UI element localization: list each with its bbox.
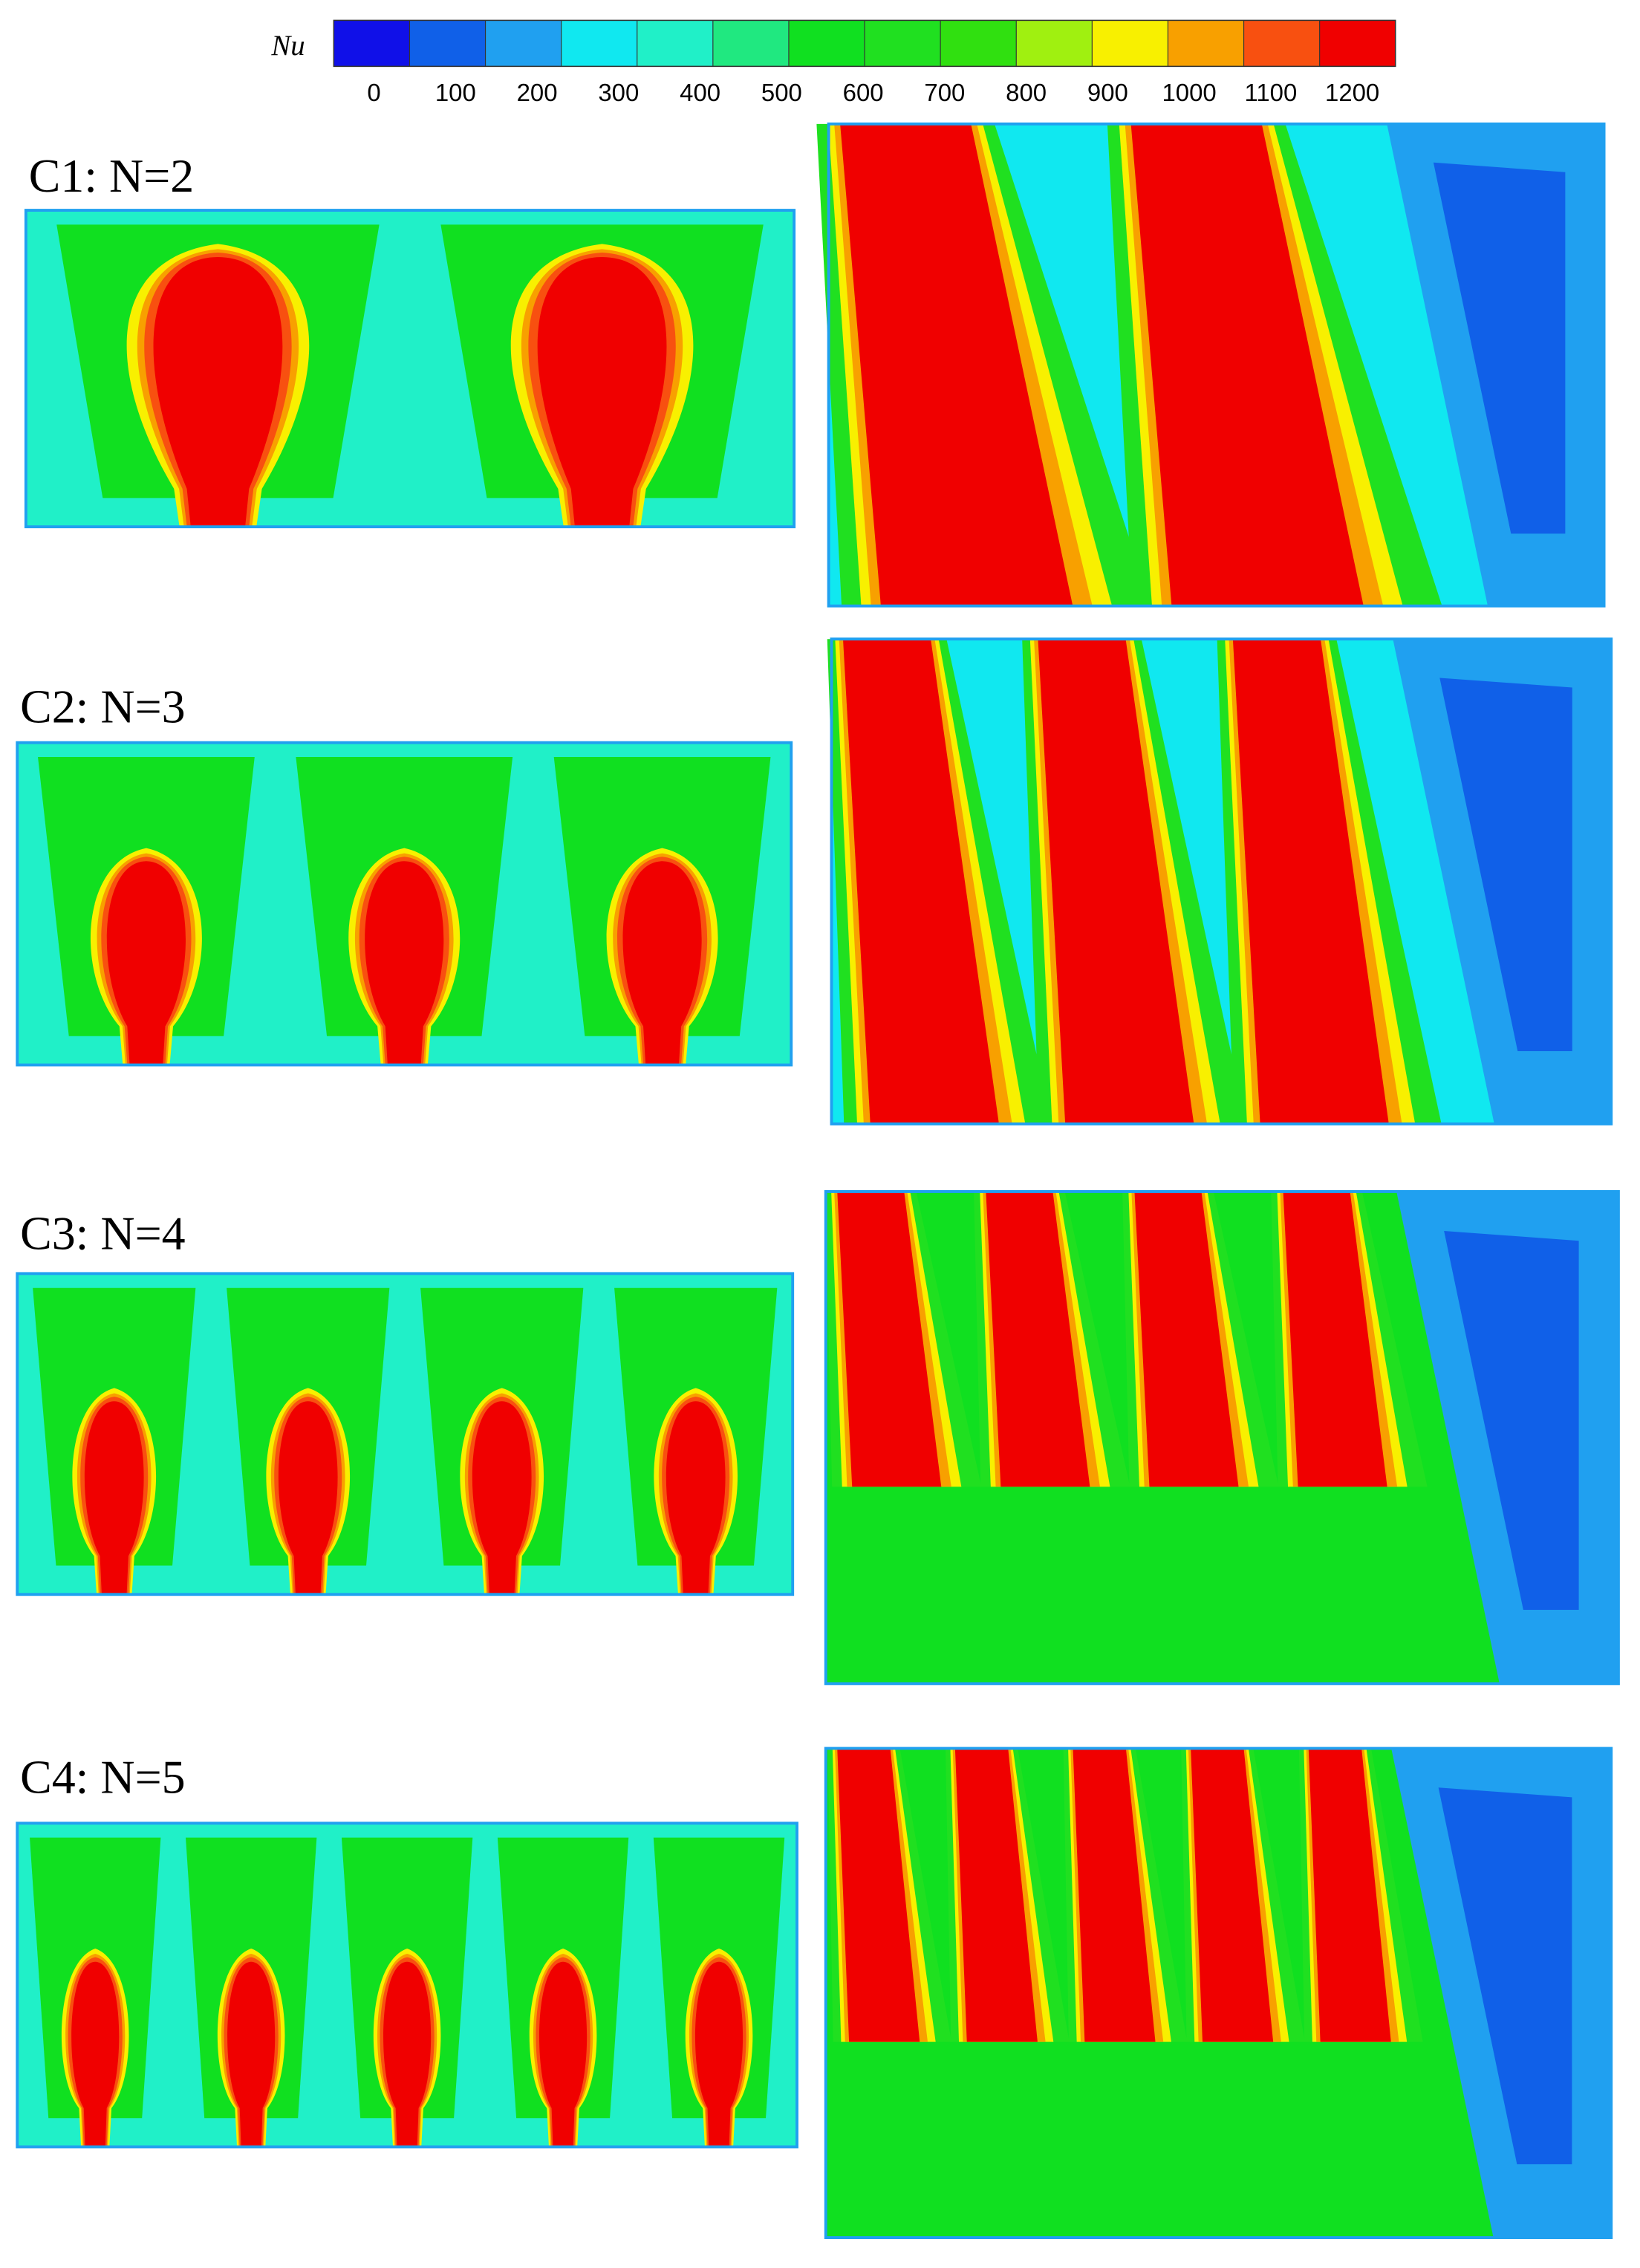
plume [84, 1401, 144, 1595]
colorbar-tick-label: 600 [843, 79, 884, 106]
plume [1283, 1191, 1387, 1487]
plume [1191, 1748, 1274, 2042]
colorbar-tick-label: 1100 [1244, 79, 1297, 106]
colorbar-tick-label: 200 [517, 79, 558, 106]
colorbar-tick-label: 500 [761, 79, 802, 106]
plot-frame [824, 1747, 1613, 2239]
colorbar-segment [333, 20, 411, 67]
plot-frame [16, 1822, 798, 2148]
colorbar-segment [561, 20, 638, 67]
colorbar-segment [1016, 20, 1093, 67]
plume [1232, 639, 1389, 1124]
contour-plot-left [24, 209, 796, 529]
contour-plot-left [16, 741, 793, 1067]
plume [383, 1961, 432, 2148]
plot-frame [824, 1190, 1620, 1686]
plume [539, 1961, 588, 2148]
panel-label: C4: N=5 [20, 1751, 185, 1804]
contour-region [1438, 1787, 1572, 2165]
colorbar-segment [637, 20, 714, 67]
plume [1130, 123, 1364, 606]
colorbar-segment [712, 20, 790, 67]
plot-frame [830, 637, 1613, 1125]
colorbar-tick-label: 400 [680, 79, 720, 106]
plume [365, 861, 444, 1065]
plume [472, 1401, 532, 1595]
colorbar-tick-label: 100 [435, 79, 476, 106]
plume [842, 639, 999, 1124]
plume [1038, 639, 1194, 1124]
plot-frame [16, 1272, 795, 1596]
panels: C1: N=2 C2: N=3 C3: N=4 C4: N=5 [16, 122, 1620, 2239]
colorbar-frame [333, 19, 1396, 68]
colorbar-segment [865, 20, 941, 67]
contour-plot-left [16, 1822, 798, 2148]
colorbar-tick-label: 700 [924, 79, 965, 106]
colorbar-segment [485, 20, 562, 67]
plume [840, 123, 1073, 606]
colorbar-segment [1243, 20, 1321, 67]
colorbar: 0 100 200 300 400 500 600 700 800 900 1000 1100 1200 [333, 19, 1396, 106]
contour-plot-right [824, 1190, 1620, 1686]
plume [1308, 1748, 1391, 2042]
colorbar-tick-label: 1000 [1162, 79, 1217, 106]
plot-frame [827, 122, 1606, 608]
panel-label: C1: N=2 [29, 149, 194, 202]
plume [153, 257, 283, 527]
colorbar-tick-label: 0 [367, 79, 380, 106]
colorbar-segment [1168, 20, 1245, 67]
plume [71, 1961, 120, 2148]
plume [537, 257, 667, 527]
plume [1073, 1748, 1156, 2042]
contour-region [1433, 162, 1566, 534]
plume [1134, 1191, 1239, 1487]
colorbar-segment [1092, 20, 1169, 67]
plume [622, 861, 702, 1065]
colorbar-label: Nu [270, 30, 305, 62]
plume [837, 1748, 920, 2042]
plume [278, 1401, 338, 1595]
colorbar-tick-label: 300 [598, 79, 639, 106]
contour-plot-left [16, 1272, 795, 1596]
plume [837, 1191, 942, 1487]
plot-frame [16, 741, 793, 1067]
panel-label: C3: N=4 [20, 1206, 185, 1259]
plume [227, 1961, 276, 2148]
contour-plot-right [816, 122, 1606, 608]
colorbar-segment [1319, 20, 1396, 67]
contour-plot-right [827, 637, 1613, 1125]
plume [694, 1961, 743, 2148]
plume [666, 1401, 726, 1595]
colorbar-segment [940, 20, 1017, 67]
contour-plot-right [824, 1747, 1613, 2239]
contour-region [1439, 678, 1572, 1052]
colorbar-tick-label: 1200 [1325, 79, 1379, 106]
colorbar-tick-label: 800 [1006, 79, 1047, 106]
colorbar-segment [788, 20, 865, 67]
colorbar-segment [409, 20, 487, 67]
panel-label: C2: N=3 [20, 680, 185, 733]
plume [106, 861, 186, 1065]
plume [954, 1748, 1038, 2042]
plot-frame [24, 209, 796, 529]
contour-region [1444, 1230, 1579, 1611]
colorbar-tick-label: 900 [1087, 79, 1128, 106]
plume [986, 1191, 1090, 1487]
